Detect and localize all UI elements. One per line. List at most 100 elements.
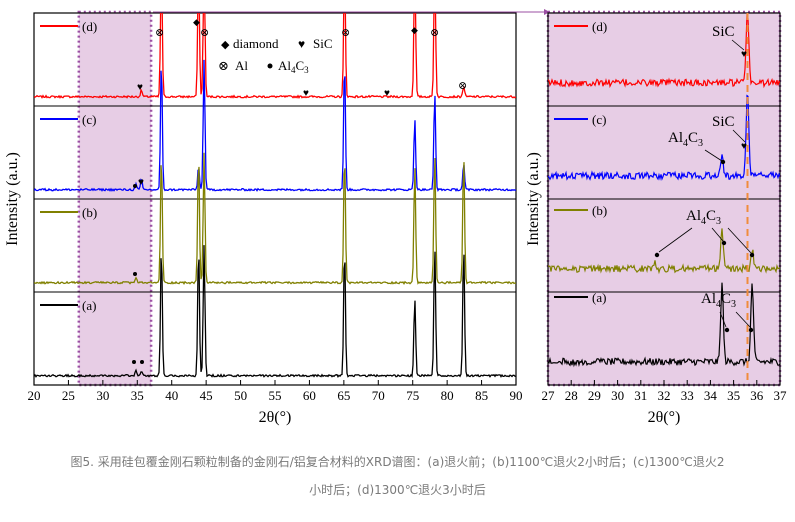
left-series-label-a: (a) [82,298,96,313]
marker-al4c3-icon [132,360,136,364]
marker-al-icon: ⊗ [458,80,467,92]
x-tick-label: 30 [611,388,624,403]
right-series-label-d: (d) [592,19,607,34]
x-tick-label: 25 [62,388,75,403]
marker-al-icon: ⊗ [430,27,439,39]
right-b-al4c3-arrow-3 [727,227,752,254]
x-tick-label: 40 [165,388,178,403]
x-tick-label: 75 [406,388,419,403]
left-series-b-line [34,152,516,286]
right-c-al4c3-arrow [704,149,723,162]
x-tick-label: 55 [269,388,282,403]
caption-line-1: 图5. 采用硅包覆金刚石颗粒制备的金刚石/铝复合材料的XRD谱图：(a)退火前；… [70,455,725,469]
right-b-al4c3-arrow-1 [658,227,693,253]
right-d-sic-label: SiC [712,24,735,40]
left-series-a-line [34,245,516,379]
x-tick-label: 30 [96,388,109,403]
circled-x-symbol-icon: ⊗ [218,58,229,73]
right-b-al4c3-marker-icon [654,252,660,258]
left-series-label-d: (d) [82,19,97,34]
right-y-axis-label: Intensity (a.u.) [525,152,542,246]
right-a-al4c3-arrow-2 [735,311,751,328]
x-tick-label: 45 [200,388,213,403]
right-series-d-line [548,13,780,89]
right-series-a-line [548,282,780,368]
x-tick-label: 70 [372,388,385,403]
legend-al4c3-label: Al4C3 [278,58,309,75]
right-c-sic-arrow [732,129,746,143]
x-tick-label: 90 [510,388,523,403]
marker-al-icon: ⊗ [341,27,350,39]
left-series-d-line [34,13,516,100]
marker-sic-icon: ♥ [137,82,143,93]
x-tick-label: 35 [131,388,144,403]
x-tick-label: 37 [774,388,788,403]
left-x-ticks: 20 25 30 35 40 45 50 55 60 65 70 75 80 85 90 [28,380,523,403]
right-b-al4c3-marker-icon [721,240,727,246]
right-c-al4c3-label: Al4C3 [668,130,703,149]
x-tick-label: 29 [588,388,601,403]
right-series-b-line [548,228,780,275]
x-tick-label: 20 [28,388,41,403]
heart-symbol-icon: ♥ [298,37,305,51]
x-tick-label: 60 [303,388,316,403]
marker-al4c3-icon [133,272,137,276]
zoom-connector-arrow-icon [544,9,550,15]
right-series-label-b: (b) [592,203,607,218]
marker-sic-icon: ♥ [303,88,309,99]
xrd-figure: (d) (c) (b) (a) ◆ diamond ♥ SiC ⊗ Al Al4… [4,9,788,426]
x-tick-label: 50 [234,388,247,403]
marker-al4c3-icon [140,360,144,364]
right-b-al4c3-marker-icon [749,252,755,258]
right-chart: (d) (c) (b) (a) SiC ♥ SiC ♥ Al4C3 Al4C3 … [525,10,788,426]
marker-diamond-icon: ◆ [411,25,418,35]
x-tick-label: 27 [542,388,556,403]
x-tick-label: 33 [681,388,694,403]
legend-diamond-label: diamond [233,36,279,51]
x-tick-label: 65 [337,388,350,403]
legend-al-label: Al [235,58,248,73]
left-series-c-line [34,59,516,192]
x-tick-label: 34 [704,388,718,403]
right-c-al4c3-marker-icon [720,159,726,165]
left-series-label-c: (c) [82,112,96,127]
marker-diamond-icon: ◆ [193,17,200,27]
phase-legend: ◆ diamond ♥ SiC ⊗ Al Al4C3 [218,36,333,75]
dot-symbol-icon [267,63,273,69]
right-c-sic-label: SiC [712,114,735,130]
left-x-axis-label: 2θ(°) [259,409,292,426]
right-b-al4c3-arrow-2 [711,227,724,242]
left-y-axis-label: Intensity (a.u.) [4,152,21,246]
marker-al-icon: ⊗ [155,27,164,39]
marker-sic-icon: ♥ [384,88,390,99]
legend-sic-label: SiC [313,36,333,51]
right-a-al4c3-arrow-1 [719,311,727,328]
right-d-sic-arrow [731,39,745,51]
right-b-al4c3-label: Al4C3 [686,208,721,227]
right-a-al4c3-marker-icon [748,327,754,333]
right-x-ticks: 27 28 29 30 31 32 33 34 35 36 37 [542,380,788,403]
x-tick-label: 32 [658,388,671,403]
x-tick-label: 31 [634,388,647,403]
marker-al-icon: ⊗ [200,27,209,39]
x-tick-label: 28 [565,388,578,403]
x-tick-label: 35 [727,388,740,403]
marker-sic-icon: ♥ [138,177,144,188]
right-series-c-line [548,94,780,181]
right-x-axis-label: 2θ(°) [648,409,681,426]
right-a-al4c3-marker-icon [724,327,730,333]
x-tick-label: 36 [750,388,764,403]
figure-caption: 图5. 采用硅包覆金刚石颗粒制备的金刚石/铝复合材料的XRD谱图：(a)退火前；… [0,448,795,504]
right-c-sic-marker-icon: ♥ [741,141,747,152]
marker-al4c3-icon [133,184,137,188]
diamond-symbol-icon: ◆ [221,39,230,51]
caption-line-2: 小时后；(d)1300℃退火3小时后 [309,483,486,497]
left-chart: (d) (c) (b) (a) ◆ diamond ♥ SiC ⊗ Al Al4… [4,10,523,426]
right-series-label-c: (c) [592,112,606,127]
right-a-al4c3-label: Al4C3 [701,291,736,310]
right-series-label-a: (a) [592,290,606,305]
x-tick-label: 85 [475,388,488,403]
left-series-label-b: (b) [82,205,97,220]
x-tick-label: 80 [441,388,454,403]
right-d-sic-marker-icon: ♥ [741,49,747,60]
